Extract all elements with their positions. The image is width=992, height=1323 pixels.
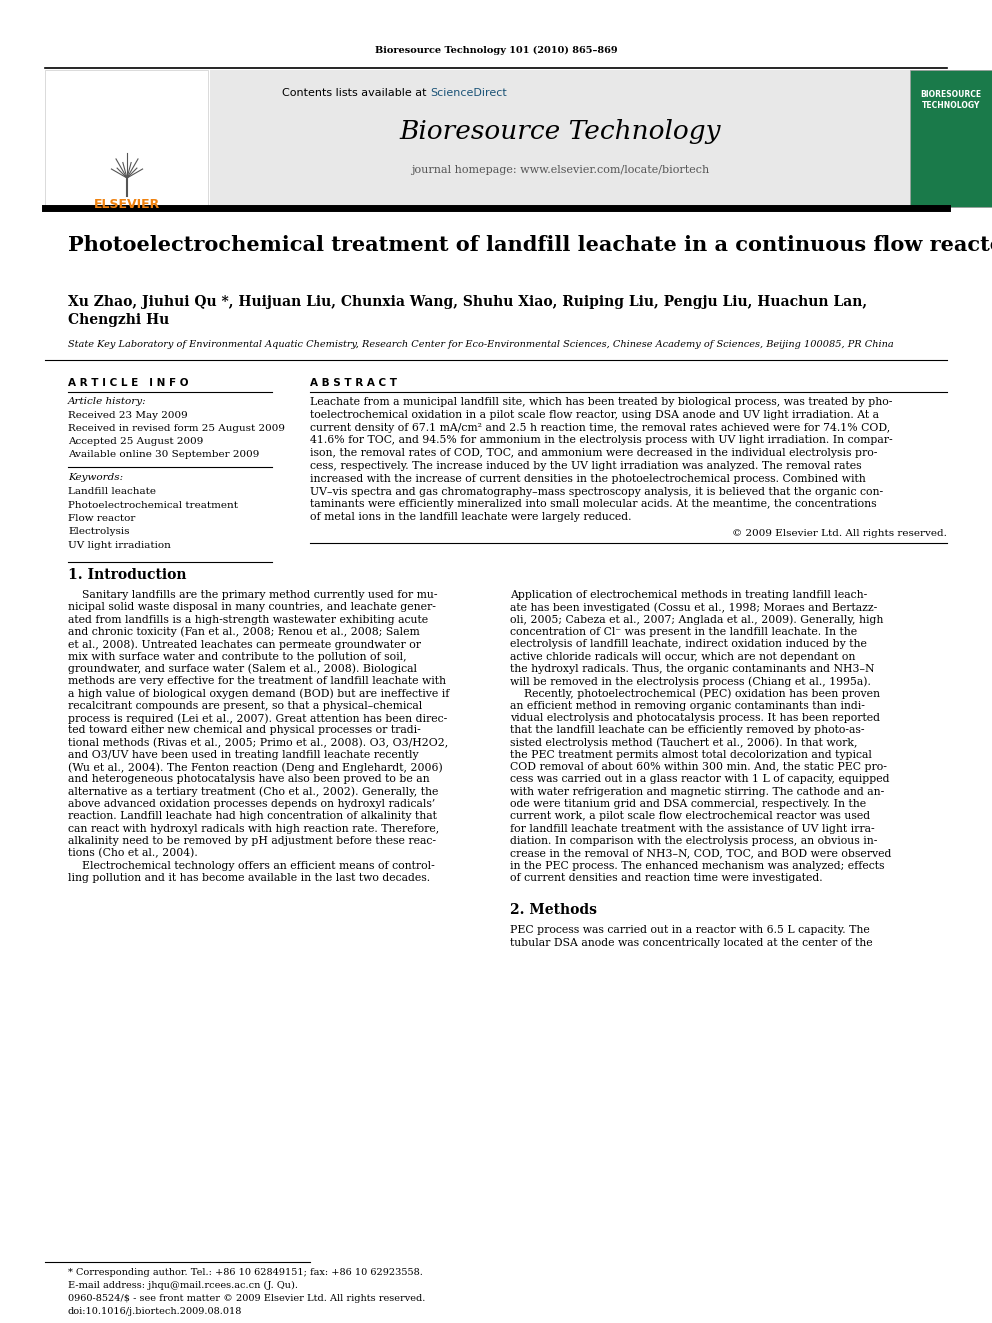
Text: E-mail address: jhqu@mail.rcees.ac.cn (J. Qu).: E-mail address: jhqu@mail.rcees.ac.cn (J… — [68, 1281, 298, 1290]
Text: ScienceDirect: ScienceDirect — [430, 89, 507, 98]
Text: Photoelectrochemical treatment of landfill leachate in a continuous flow reactor: Photoelectrochemical treatment of landfi… — [68, 235, 992, 255]
Text: methods are very effective for the treatment of landfill leachate with: methods are very effective for the treat… — [68, 676, 446, 687]
Text: Xu Zhao, Jiuhui Qu *, Huijuan Liu, Chunxia Wang, Shuhu Xiao, Ruiping Liu, Pengju: Xu Zhao, Jiuhui Qu *, Huijuan Liu, Chunx… — [68, 295, 867, 310]
Text: and chronic toxicity (Fan et al., 2008; Renou et al., 2008; Salem: and chronic toxicity (Fan et al., 2008; … — [68, 627, 420, 638]
Text: reaction. Landfill leachate had high concentration of alkalinity that: reaction. Landfill leachate had high con… — [68, 811, 436, 822]
Text: Electrochemical technology offers an efficient means of control-: Electrochemical technology offers an eff… — [68, 860, 434, 871]
Text: electrolysis of landfill leachate, indirect oxidation induced by the: electrolysis of landfill leachate, indir… — [510, 639, 867, 650]
Text: alkalinity need to be removed by pH adjustment before these reac-: alkalinity need to be removed by pH adju… — [68, 836, 436, 845]
Text: Article history:: Article history: — [68, 397, 147, 406]
Text: sisted electrolysis method (Tauchert et al., 2006). In that work,: sisted electrolysis method (Tauchert et … — [510, 738, 857, 749]
Bar — [910, 70, 992, 206]
Text: a high value of biological oxygen demand (BOD) but are ineffective if: a high value of biological oxygen demand… — [68, 688, 449, 699]
Text: diation. In comparison with the electrolysis process, an obvious in-: diation. In comparison with the electrol… — [510, 836, 877, 845]
Text: the hydroxyl radicals. Thus, the organic contaminants and NH3–N: the hydroxyl radicals. Thus, the organic… — [510, 664, 875, 673]
Text: Keywords:: Keywords: — [68, 474, 123, 482]
Text: Chengzhi Hu: Chengzhi Hu — [68, 314, 170, 327]
Text: Bioresource Technology 101 (2010) 865–869: Bioresource Technology 101 (2010) 865–86… — [375, 45, 617, 54]
Text: Application of electrochemical methods in treating landfill leach-: Application of electrochemical methods i… — [510, 590, 867, 601]
Text: active chloride radicals will occur, which are not dependant on: active chloride radicals will occur, whi… — [510, 651, 855, 662]
Text: with water refrigeration and magnetic stirring. The cathode and an-: with water refrigeration and magnetic st… — [510, 787, 884, 796]
Text: A B S T R A C T: A B S T R A C T — [310, 378, 397, 388]
Text: recalcitrant compounds are present, so that a physical–chemical: recalcitrant compounds are present, so t… — [68, 701, 423, 710]
Text: COD removal of about 60% within 300 min. And, the static PEC pro-: COD removal of about 60% within 300 min.… — [510, 762, 887, 773]
Text: and heterogeneous photocatalysis have also been proved to be an: and heterogeneous photocatalysis have al… — [68, 774, 430, 785]
Bar — [45, 70, 208, 206]
Text: oli, 2005; Cabeza et al., 2007; Anglada et al., 2009). Generally, high: oli, 2005; Cabeza et al., 2007; Anglada … — [510, 615, 883, 626]
Text: Electrolysis: Electrolysis — [68, 528, 130, 537]
Bar — [210, 70, 910, 206]
Text: A R T I C L E   I N F O: A R T I C L E I N F O — [68, 378, 188, 388]
Text: Photoelectrochemical treatment: Photoelectrochemical treatment — [68, 500, 238, 509]
Text: Bioresource Technology: Bioresource Technology — [399, 119, 721, 144]
Text: in the PEC process. The enhanced mechanism was analyzed; effects: in the PEC process. The enhanced mechani… — [510, 860, 885, 871]
Text: toelectrochemical oxidation in a pilot scale flow reactor, using DSA anode and U: toelectrochemical oxidation in a pilot s… — [310, 410, 879, 419]
Text: 1. Introduction: 1. Introduction — [68, 568, 186, 582]
Text: State Key Laboratory of Environmental Aquatic Chemistry, Research Center for Eco: State Key Laboratory of Environmental Aq… — [68, 340, 894, 349]
Text: 0960-8524/$ - see front matter © 2009 Elsevier Ltd. All rights reserved.: 0960-8524/$ - see front matter © 2009 El… — [68, 1294, 426, 1303]
Text: Received in revised form 25 August 2009: Received in revised form 25 August 2009 — [68, 423, 285, 433]
Text: ate has been investigated (Cossu et al., 1998; Moraes and Bertazz-: ate has been investigated (Cossu et al.,… — [510, 602, 877, 613]
Text: groundwater, and surface water (Salem et al., 2008). Biological: groundwater, and surface water (Salem et… — [68, 664, 417, 675]
Text: UV light irradiation: UV light irradiation — [68, 541, 171, 550]
Text: vidual electrolysis and photocatalysis process. It has been reported: vidual electrolysis and photocatalysis p… — [510, 713, 880, 722]
Text: Sanitary landfills are the primary method currently used for mu-: Sanitary landfills are the primary metho… — [68, 590, 437, 601]
Text: * Corresponding author. Tel.: +86 10 62849151; fax: +86 10 62923558.: * Corresponding author. Tel.: +86 10 628… — [68, 1267, 423, 1277]
Text: © 2009 Elsevier Ltd. All rights reserved.: © 2009 Elsevier Ltd. All rights reserved… — [732, 529, 947, 538]
Text: journal homepage: www.elsevier.com/locate/biortech: journal homepage: www.elsevier.com/locat… — [411, 165, 709, 175]
Text: will be removed in the electrolysis process (Chiang et al., 1995a).: will be removed in the electrolysis proc… — [510, 676, 871, 687]
Text: for landfill leachate treatment with the assistance of UV light irra-: for landfill leachate treatment with the… — [510, 824, 875, 833]
Text: mix with surface water and contribute to the pollution of soil,: mix with surface water and contribute to… — [68, 651, 407, 662]
Text: ode were titanium grid and DSA commercial, respectively. In the: ode were titanium grid and DSA commercia… — [510, 799, 866, 810]
Text: of metal ions in the landfill leachate were largely reduced.: of metal ions in the landfill leachate w… — [310, 512, 632, 523]
Text: tions (Cho et al., 2004).: tions (Cho et al., 2004). — [68, 848, 197, 859]
Text: Available online 30 September 2009: Available online 30 September 2009 — [68, 450, 259, 459]
Text: taminants were efficiently mineralized into small molecular acids. At the meanti: taminants were efficiently mineralized i… — [310, 499, 877, 509]
Text: 2. Methods: 2. Methods — [510, 904, 597, 917]
Text: that the landfill leachate can be efficiently removed by photo-as-: that the landfill leachate can be effici… — [510, 725, 864, 736]
Text: above advanced oxidation processes depends on hydroxyl radicals’: above advanced oxidation processes depen… — [68, 799, 435, 810]
Text: tubular DSA anode was concentrically located at the center of the: tubular DSA anode was concentrically loc… — [510, 938, 873, 947]
Text: ted toward either new chemical and physical processes or tradi-: ted toward either new chemical and physi… — [68, 725, 421, 736]
Text: Received 23 May 2009: Received 23 May 2009 — [68, 411, 187, 419]
Text: and O3/UV have been used in treating landfill leachate recently: and O3/UV have been used in treating lan… — [68, 750, 419, 759]
Text: ELSEVIER: ELSEVIER — [94, 198, 160, 210]
Text: PEC process was carried out in a reactor with 6.5 L capacity. The: PEC process was carried out in a reactor… — [510, 925, 870, 935]
Text: cess was carried out in a glass reactor with 1 L of capacity, equipped: cess was carried out in a glass reactor … — [510, 774, 890, 785]
Text: UV–vis spectra and gas chromatography–mass spectroscopy analysis, it is believed: UV–vis spectra and gas chromatography–ma… — [310, 487, 883, 496]
Text: BIORESOURCE
TECHNOLOGY: BIORESOURCE TECHNOLOGY — [921, 90, 981, 110]
Text: an efficient method in removing organic contaminants than indi-: an efficient method in removing organic … — [510, 701, 865, 710]
Text: ling pollution and it has become available in the last two decades.: ling pollution and it has become availab… — [68, 873, 431, 882]
Text: 41.6% for TOC, and 94.5% for ammonium in the electrolysis process with UV light : 41.6% for TOC, and 94.5% for ammonium in… — [310, 435, 893, 446]
Text: concentration of Cl⁻ was present in the landfill leachate. In the: concentration of Cl⁻ was present in the … — [510, 627, 857, 636]
Text: Leachate from a municipal landfill site, which has been treated by biological pr: Leachate from a municipal landfill site,… — [310, 397, 893, 407]
Text: Accepted 25 August 2009: Accepted 25 August 2009 — [68, 437, 203, 446]
Text: Landfill leachate: Landfill leachate — [68, 487, 156, 496]
Text: Contents lists available at: Contents lists available at — [282, 89, 430, 98]
Text: Recently, photoelectrochemical (PEC) oxidation has been proven: Recently, photoelectrochemical (PEC) oxi… — [510, 688, 880, 699]
Text: et al., 2008). Untreated leachates can permeate groundwater or: et al., 2008). Untreated leachates can p… — [68, 639, 421, 650]
Text: process is required (Lei et al., 2007). Great attention has been direc-: process is required (Lei et al., 2007). … — [68, 713, 447, 724]
Text: current work, a pilot scale flow electrochemical reactor was used: current work, a pilot scale flow electro… — [510, 811, 870, 822]
Text: alternative as a tertiary treatment (Cho et al., 2002). Generally, the: alternative as a tertiary treatment (Cho… — [68, 787, 438, 798]
Text: the PEC treatment permits almost total decolorization and typical: the PEC treatment permits almost total d… — [510, 750, 872, 759]
Text: cess, respectively. The increase induced by the UV light irradiation was analyze: cess, respectively. The increase induced… — [310, 460, 862, 471]
Text: nicipal solid waste disposal in many countries, and leachate gener-: nicipal solid waste disposal in many cou… — [68, 602, 435, 613]
Text: ison, the removal rates of COD, TOC, and ammonium were decreased in the individu: ison, the removal rates of COD, TOC, and… — [310, 448, 877, 458]
Text: (Wu et al., 2004). The Fenton reaction (Deng and Englehardt, 2006): (Wu et al., 2004). The Fenton reaction (… — [68, 762, 442, 773]
Text: Flow reactor: Flow reactor — [68, 515, 135, 523]
Text: can react with hydroxyl radicals with high reaction rate. Therefore,: can react with hydroxyl radicals with hi… — [68, 824, 439, 833]
Text: crease in the removal of NH3–N, COD, TOC, and BOD were observed: crease in the removal of NH3–N, COD, TOC… — [510, 848, 892, 859]
Text: current density of 67.1 mA/cm² and 2.5 h reaction time, the removal rates achiev: current density of 67.1 mA/cm² and 2.5 h… — [310, 422, 890, 433]
Text: of current densities and reaction time were investigated.: of current densities and reaction time w… — [510, 873, 822, 882]
Text: tional methods (Rivas et al., 2005; Primo et al., 2008). O3, O3/H2O2,: tional methods (Rivas et al., 2005; Prim… — [68, 738, 448, 747]
Text: ated from landfills is a high-strength wastewater exhibiting acute: ated from landfills is a high-strength w… — [68, 615, 429, 624]
Text: increased with the increase of current densities in the photoelectrochemical pro: increased with the increase of current d… — [310, 474, 866, 484]
Text: doi:10.1016/j.biortech.2009.08.018: doi:10.1016/j.biortech.2009.08.018 — [68, 1307, 242, 1316]
